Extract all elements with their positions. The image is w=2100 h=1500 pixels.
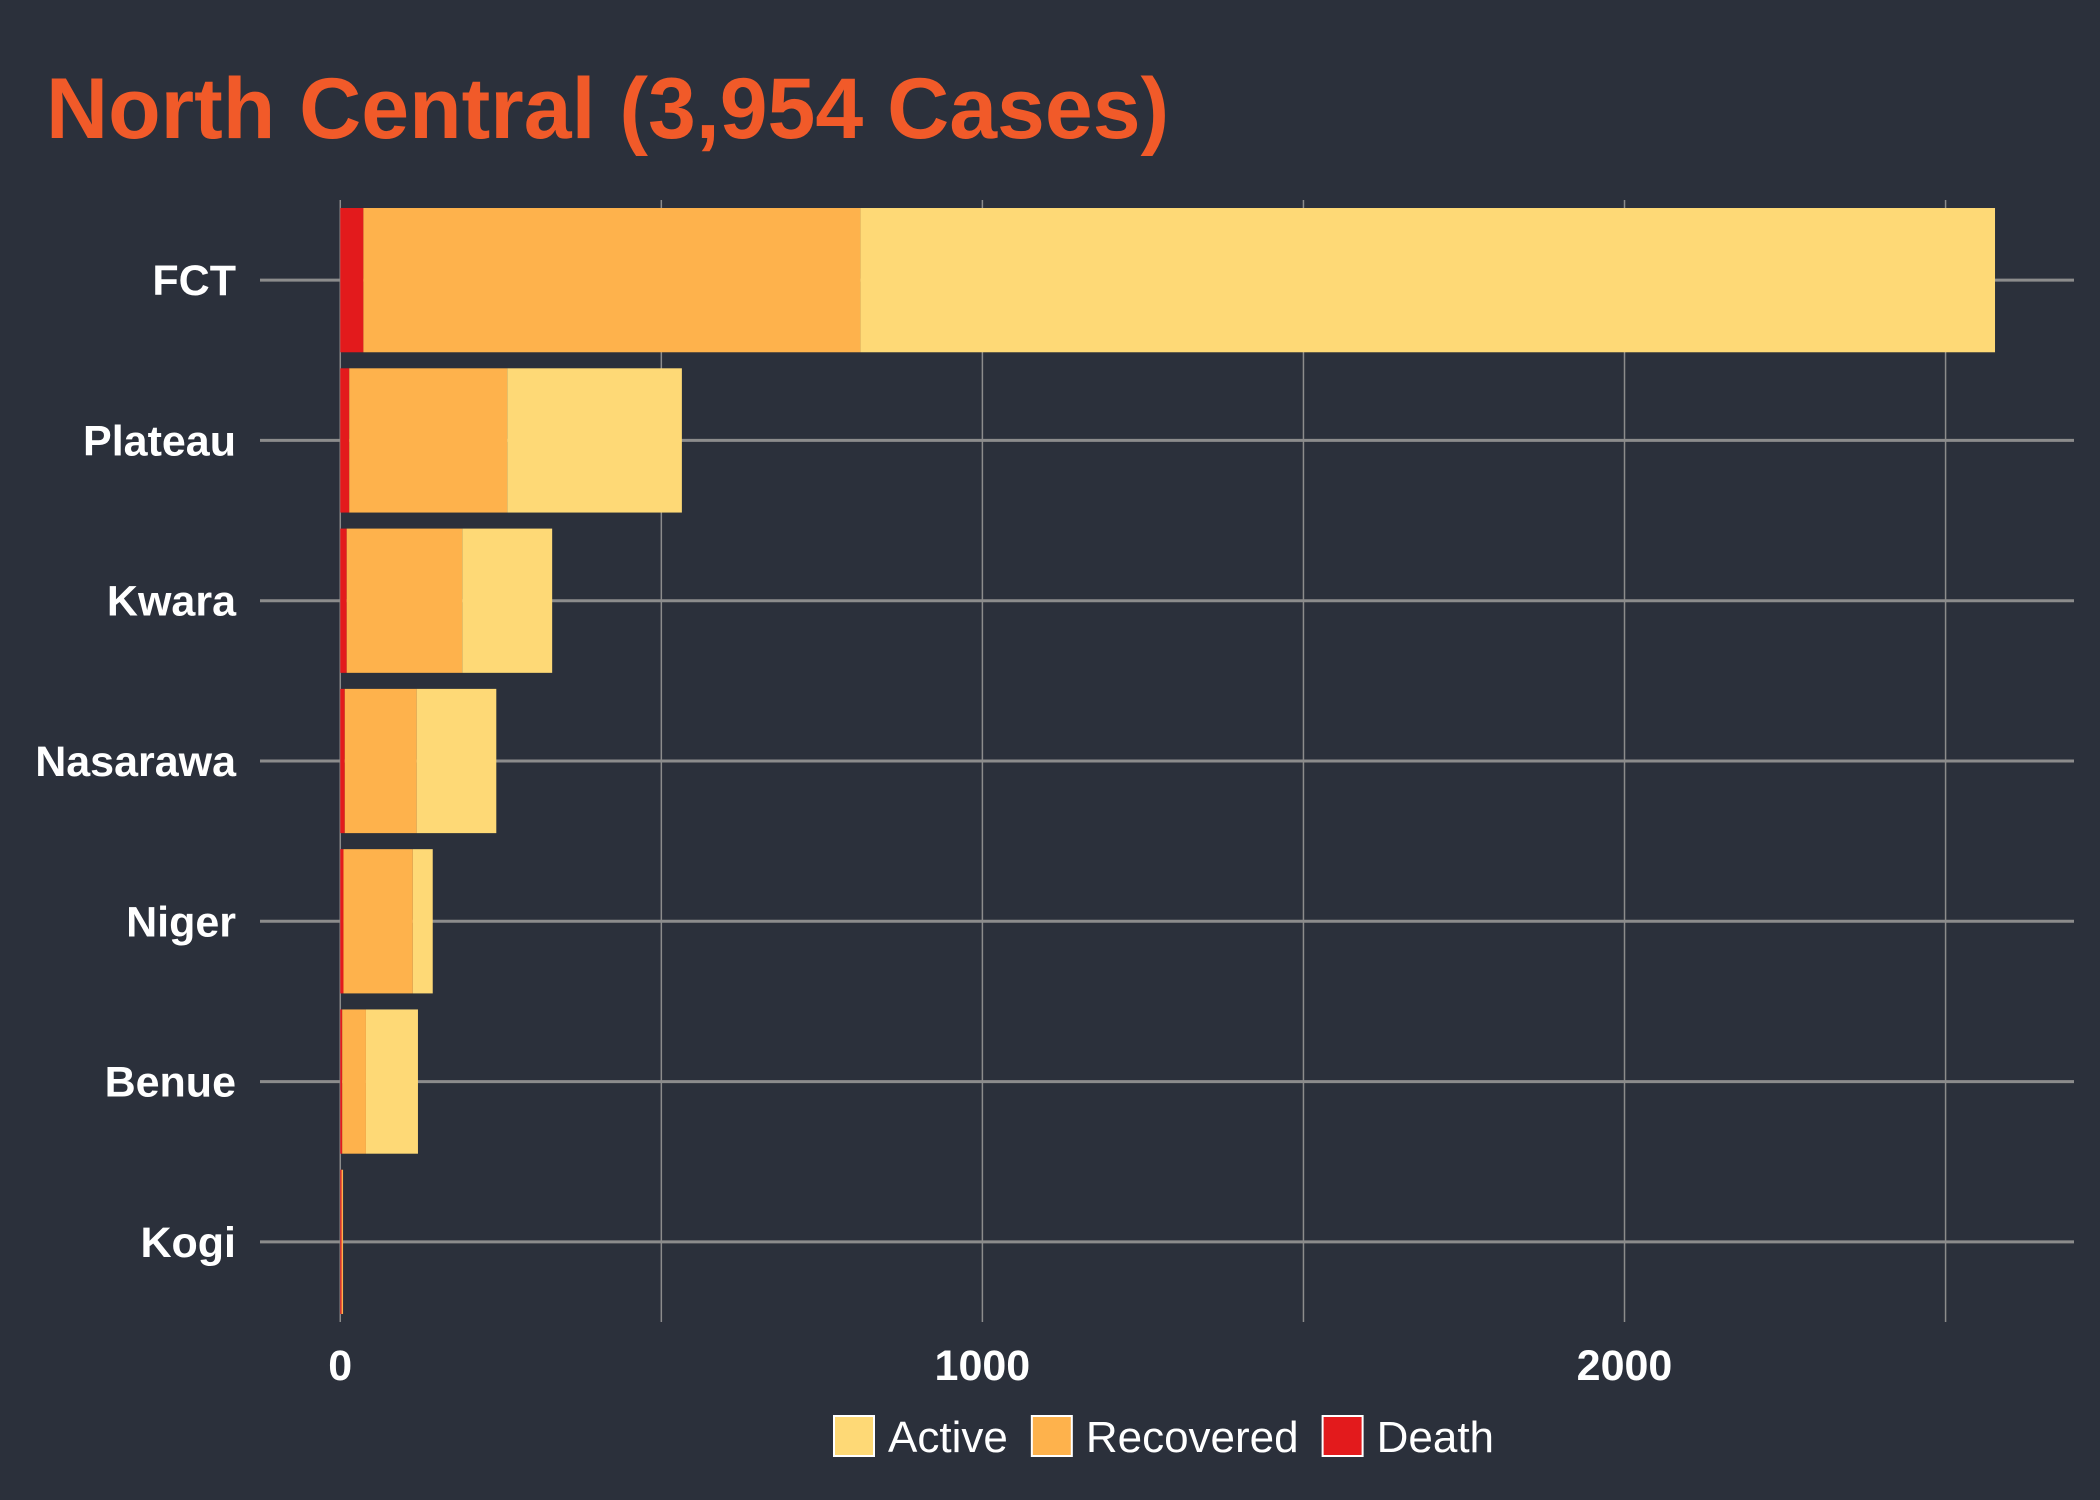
bar-death-benue: [340, 1009, 343, 1154]
category-label: FCT: [152, 257, 236, 305]
legend-label-active: Active: [888, 1413, 1008, 1462]
bar-active-benue: [365, 1009, 418, 1154]
bar-recovered-plateau: [349, 368, 508, 513]
category-label: Kogi: [140, 1219, 236, 1267]
bar-active-nasarawa: [416, 688, 497, 834]
legend-key-active: [833, 1415, 875, 1457]
bar-active-kwara: [462, 528, 553, 673]
bar-recovered-kwara: [346, 528, 463, 673]
legend-key-recovered: [1030, 1415, 1073, 1457]
legend-label-recovered: Recovered: [1086, 1413, 1299, 1462]
bar-death-kwara: [340, 528, 347, 673]
bar-recovered-niger: [343, 849, 413, 994]
category-label: Benue: [105, 1059, 236, 1107]
bar-death-kogi: [340, 1169, 342, 1314]
chart-title: North Central (3,954 Cases): [46, 61, 1169, 157]
bar-recovered-nasarawa: [344, 688, 417, 834]
legend: Active Recovered Death: [833, 1413, 1494, 1462]
x-axis-ticks: 0 1000 2000: [328, 1342, 1672, 1390]
bar-death-niger: [340, 849, 344, 994]
bar-active-niger: [412, 849, 433, 994]
bar-death-nasarawa: [340, 688, 345, 834]
bar-recovered-benue: [342, 1009, 366, 1154]
category-label: Plateau: [83, 417, 236, 465]
bar-active-fct: [860, 208, 1996, 353]
legend-label-death: Death: [1377, 1413, 1494, 1462]
category-label: Niger: [126, 898, 236, 946]
category-label: Kwara: [107, 578, 237, 626]
bar-active-plateau: [507, 368, 682, 513]
x-tick-label: 0: [328, 1342, 352, 1390]
bar-death-fct: [340, 208, 364, 353]
category-labels: FCT Plateau Kwara Nasarawa Niger Benue Kogi: [35, 257, 237, 1267]
category-label: Nasarawa: [35, 738, 237, 786]
legend-key-death: [1321, 1415, 1364, 1457]
x-tick-label: 1000: [935, 1342, 1031, 1390]
bar-recovered-fct: [363, 208, 861, 353]
bar-death-plateau: [340, 368, 350, 513]
bar-recovered-kogi: [341, 1169, 344, 1314]
x-tick-label: 2000: [1577, 1342, 1673, 1390]
bars: [340, 208, 1996, 1314]
